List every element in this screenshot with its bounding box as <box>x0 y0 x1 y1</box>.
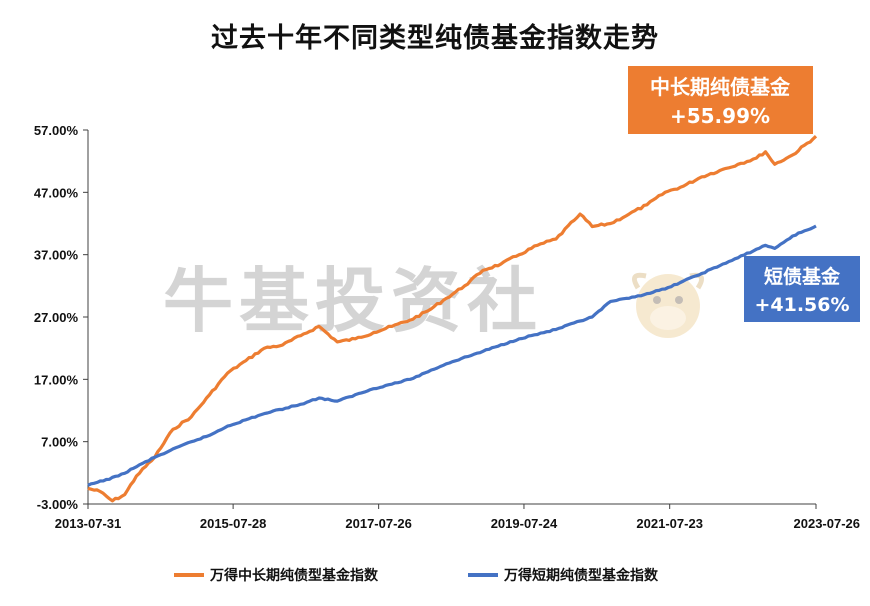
x-tick-label: 2017-07-26 <box>345 516 412 531</box>
watermark: 牛基投资社 <box>163 260 705 342</box>
mascot-icon <box>631 272 705 338</box>
callout-short-term-value: +41.56% <box>754 294 849 316</box>
y-tick-label: 27.00% <box>34 310 79 325</box>
y-tick-label: 57.00% <box>34 123 79 138</box>
y-axis: 57.00% 47.00% 37.00% 27.00% 17.00% 7.00% -3.00… <box>34 123 89 512</box>
callout-short-term: 短债基金 +41.56% <box>744 256 860 322</box>
callout-long-term-name: 中长期纯债基金 <box>650 75 791 99</box>
x-tick-label: 2023-07-26 <box>794 516 861 531</box>
legend: 万得中长期纯债型基金指数 万得短期纯债型基金指数 <box>174 567 659 584</box>
legend-label-long-term: 万得中长期纯债型基金指数 <box>209 567 379 584</box>
watermark-text: 牛基投资社 <box>163 260 543 342</box>
y-tick-label: 7.00% <box>41 435 78 450</box>
x-tick-label: 2015-07-28 <box>200 516 267 531</box>
chart-title: 过去十年不同类型纯债基金指数走势 <box>211 23 659 54</box>
callout-short-term-box <box>744 256 860 322</box>
y-tick-label: 47.00% <box>34 185 79 200</box>
x-axis: 2013-07-31 2015-07-28 2017-07-26 2019-07-24… <box>55 503 861 531</box>
series-line-long-term <box>87 135 818 503</box>
y-tick-label: 37.00% <box>34 248 79 263</box>
callout-long-term-box <box>628 66 813 134</box>
y-tick-label: 17.00% <box>34 372 79 387</box>
x-tick-label: 2021-07-23 <box>636 516 703 531</box>
callout-short-term-name: 短债基金 <box>764 265 841 288</box>
x-tick-label: 2013-07-31 <box>55 516 122 531</box>
legend-label-short-term: 万得短期纯债型基金指数 <box>503 567 659 584</box>
series-line-short-term <box>87 224 817 487</box>
y-tick-label: -3.00% <box>37 497 79 512</box>
series-lines <box>87 135 818 503</box>
callout-long-term-value: +55.99% <box>670 104 770 128</box>
x-tick-label: 2019-07-24 <box>491 516 558 531</box>
callout-long-term: 中长期纯债基金 +55.99% <box>628 66 813 134</box>
